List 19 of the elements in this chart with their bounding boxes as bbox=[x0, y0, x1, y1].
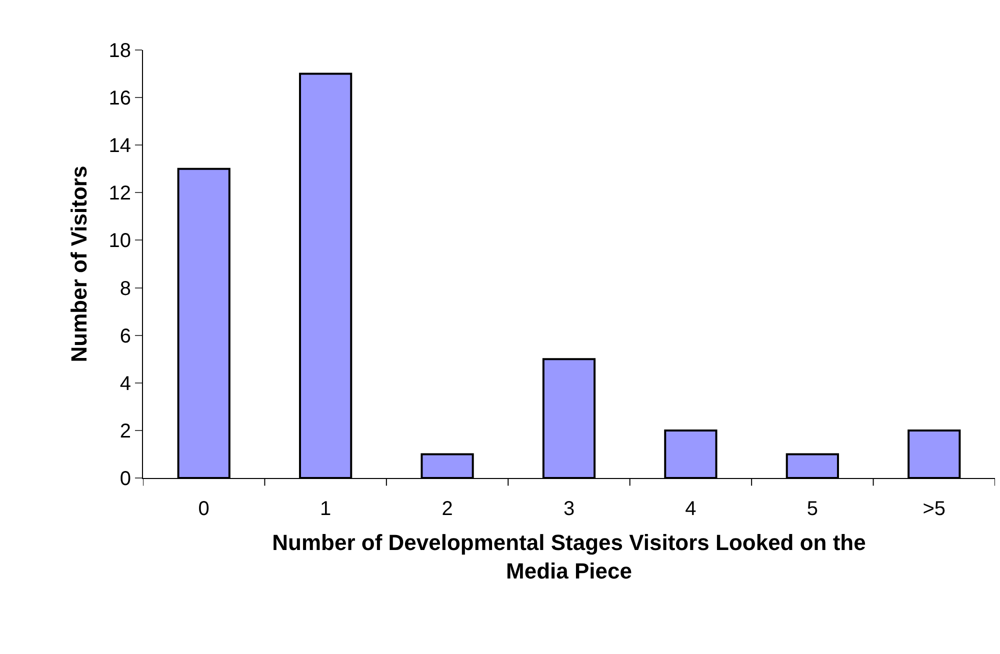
y-tick-label: 10 bbox=[108, 230, 131, 252]
y-tick-label: 8 bbox=[120, 278, 131, 300]
x-tick-label: 4 bbox=[685, 498, 696, 520]
y-tick-label: 16 bbox=[108, 88, 131, 110]
x-tick-label: >5 bbox=[922, 498, 946, 520]
x-tick-label: 2 bbox=[442, 498, 453, 520]
x-tick-label: 0 bbox=[198, 498, 210, 520]
x-tick-label: 3 bbox=[563, 498, 575, 520]
y-tick-label: 6 bbox=[120, 325, 131, 348]
x-tick-label: 5 bbox=[806, 498, 818, 520]
x-tick-label: 1 bbox=[320, 498, 332, 520]
x-axis-title: Number of Developmental Stages Visitors Looked on the Media Piece bbox=[272, 530, 866, 584]
y-tick-label: 2 bbox=[120, 420, 131, 442]
y-tick-label: 14 bbox=[108, 135, 131, 158]
y-tick-label: 12 bbox=[108, 182, 131, 205]
y-axis-title: Number of Visitors bbox=[66, 166, 92, 362]
y-tick-label: 18 bbox=[108, 40, 131, 62]
y-tick-label: 0 bbox=[120, 468, 131, 490]
y-tick-label: 4 bbox=[120, 372, 131, 395]
